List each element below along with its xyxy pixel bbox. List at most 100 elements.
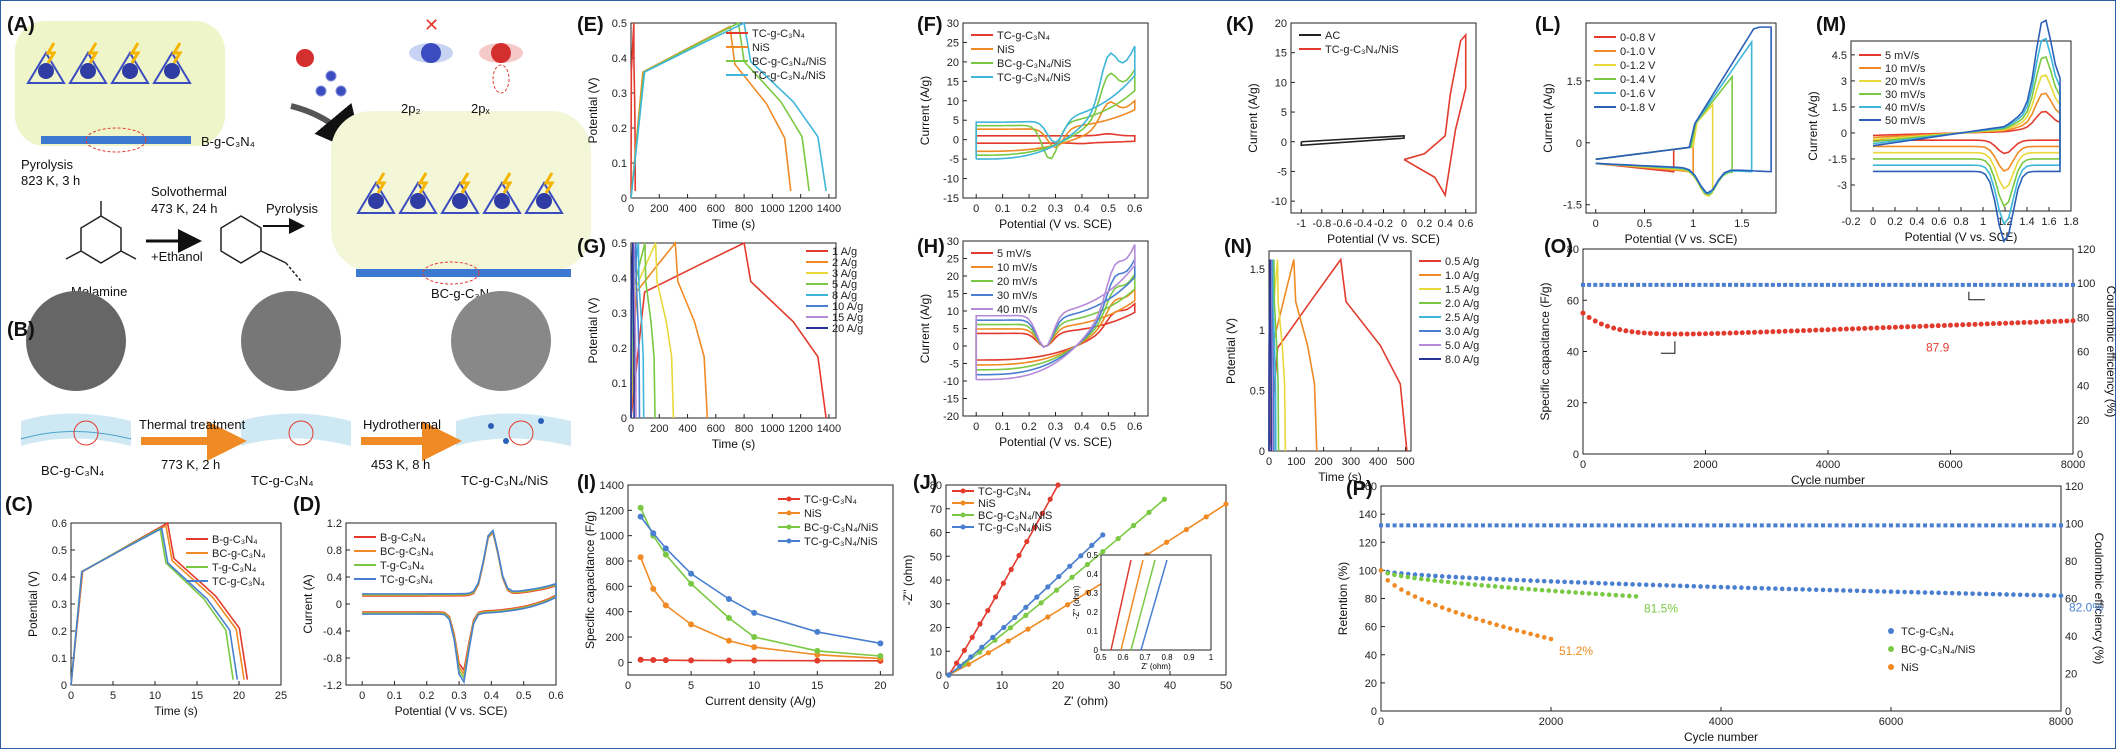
data-point xyxy=(1078,553,1084,559)
x-tick-label: 800 xyxy=(735,423,753,435)
efficiency-point xyxy=(2071,282,2075,287)
capacitance-point xyxy=(2046,319,2051,325)
cv-line xyxy=(975,286,1136,366)
retention-point xyxy=(1613,592,1619,598)
chart-C: 0 5 10 15 20 25 0 0.1 0.2 0.3 0.4 0.5 0.6 Time (s) Pot… xyxy=(5,494,287,718)
retention-point xyxy=(1603,581,1608,586)
legend-label: BC-g-C₃N₄/NiS xyxy=(997,58,1071,70)
retention-point xyxy=(1385,578,1391,583)
y-axis-label: Potential (V) xyxy=(586,297,600,363)
x-tick-label: 0.8 xyxy=(1953,216,1968,228)
legend-label: 0-1.0 V xyxy=(1620,46,1656,58)
gcd-line xyxy=(70,527,234,686)
y-tick-label: 1200 xyxy=(600,505,624,517)
efficiency-point xyxy=(1617,282,1622,287)
plot-frame xyxy=(630,242,837,419)
y-tick-label: 5 xyxy=(1281,107,1287,119)
retention-point xyxy=(1412,594,1418,599)
efficiency-point xyxy=(1948,282,1953,287)
efficiency-point xyxy=(1984,523,1989,528)
capacitance-point xyxy=(1684,331,1690,337)
retention-point xyxy=(1419,572,1425,578)
legend-label: 40 mV/s xyxy=(1885,102,1926,114)
retention-point xyxy=(1412,572,1418,577)
retention-point xyxy=(1573,590,1578,595)
efficiency-point xyxy=(1603,523,1608,528)
y-tick-label: 0.3 xyxy=(612,88,627,100)
retention-point xyxy=(1566,589,1572,595)
efficiency-point xyxy=(1746,523,1751,528)
retention-point xyxy=(2004,592,2009,597)
x-tick-label: 1000 xyxy=(760,423,784,435)
legend-label: NiS xyxy=(1901,662,1919,674)
legend-label: 0.5 A/g xyxy=(1445,256,1479,268)
lightning-icon xyxy=(87,42,99,64)
data-point xyxy=(1000,580,1007,586)
efficiency-point xyxy=(1887,282,1892,287)
capacitance-point xyxy=(1647,330,1653,336)
y-tick-label: 25 xyxy=(947,254,959,266)
efficiency-point xyxy=(1764,282,1769,287)
data-point xyxy=(725,637,732,644)
efficiency-point xyxy=(1583,523,1587,528)
y-tick-label: 0.1 xyxy=(612,378,627,390)
capacitance-point xyxy=(1850,326,1855,332)
data-point xyxy=(814,657,821,664)
efficiency-point xyxy=(2045,523,2050,528)
cv-line-device xyxy=(1403,32,1467,198)
y2-tick-label: 60 xyxy=(2065,594,2077,606)
efficiency-point xyxy=(1997,282,2002,287)
retention-point xyxy=(1473,616,1479,622)
y-tick-label: 40 xyxy=(1365,650,1377,662)
retention-point xyxy=(1528,631,1533,637)
legend-label: 10 A/g xyxy=(832,301,863,313)
retention-point xyxy=(1553,588,1558,594)
efficiency-point xyxy=(1882,523,1887,528)
retention-point xyxy=(1494,622,1499,628)
efficiency-point xyxy=(1758,282,1763,287)
efficiency-point xyxy=(1637,523,1642,528)
cv-line xyxy=(1595,102,1714,197)
data-point xyxy=(877,640,884,647)
y-tick-label: 0.3 xyxy=(52,599,67,611)
y-tick-label: 20 xyxy=(1567,398,1579,410)
x-tick-label: 5 xyxy=(110,690,116,702)
x-tick-label: 0.4 xyxy=(484,690,499,702)
efficiency-point xyxy=(1666,282,1671,287)
efficiency-point xyxy=(1426,523,1431,528)
y-tick-label: -5 xyxy=(949,359,959,371)
y-tick-label: 160 xyxy=(1359,481,1377,493)
legend-label: 40 mV/s xyxy=(997,304,1038,316)
capacitance-point xyxy=(1623,328,1629,334)
efficiency-point xyxy=(2004,523,2009,528)
efficiency-point xyxy=(1895,523,1900,528)
capacitance-point xyxy=(1807,327,1813,333)
efficiency-point xyxy=(1973,282,1977,287)
y-tick-label: 50 xyxy=(930,551,942,563)
panel-label-h: (H) xyxy=(917,236,945,258)
y-tick-label: 0.8 xyxy=(327,545,342,557)
efficiency-point xyxy=(1691,523,1696,528)
y-tick-label: 80 xyxy=(1365,594,1377,606)
retention-point xyxy=(1909,589,1914,595)
efficiency-point xyxy=(2058,282,2063,287)
capacitance-point xyxy=(1813,327,1819,333)
x-tick-label: 10 xyxy=(996,680,1008,692)
efficiency-point xyxy=(1740,282,1745,287)
panel-label-f: (F) xyxy=(917,14,943,36)
data-point xyxy=(1039,510,1045,516)
lightning-icon xyxy=(417,172,429,194)
x-axis-label: Potential (V vs. SCE) xyxy=(395,704,508,718)
retention-point xyxy=(1506,585,1511,590)
y-tick-label: 100 xyxy=(1359,565,1377,577)
retention-point xyxy=(1977,591,1982,597)
efficiency-point xyxy=(1605,282,1610,287)
legend-label: 1.5 A/g xyxy=(1445,284,1479,296)
legend-marker xyxy=(1888,646,1894,652)
x-axis-label: Potential (V vs. SCE) xyxy=(999,217,1112,231)
data-point xyxy=(650,657,657,664)
x-axis-label: Cycle number xyxy=(1684,730,1758,744)
efficiency-point xyxy=(1433,523,1438,528)
efficiency-point xyxy=(1997,523,2002,528)
efficiency-point xyxy=(1460,523,1465,528)
